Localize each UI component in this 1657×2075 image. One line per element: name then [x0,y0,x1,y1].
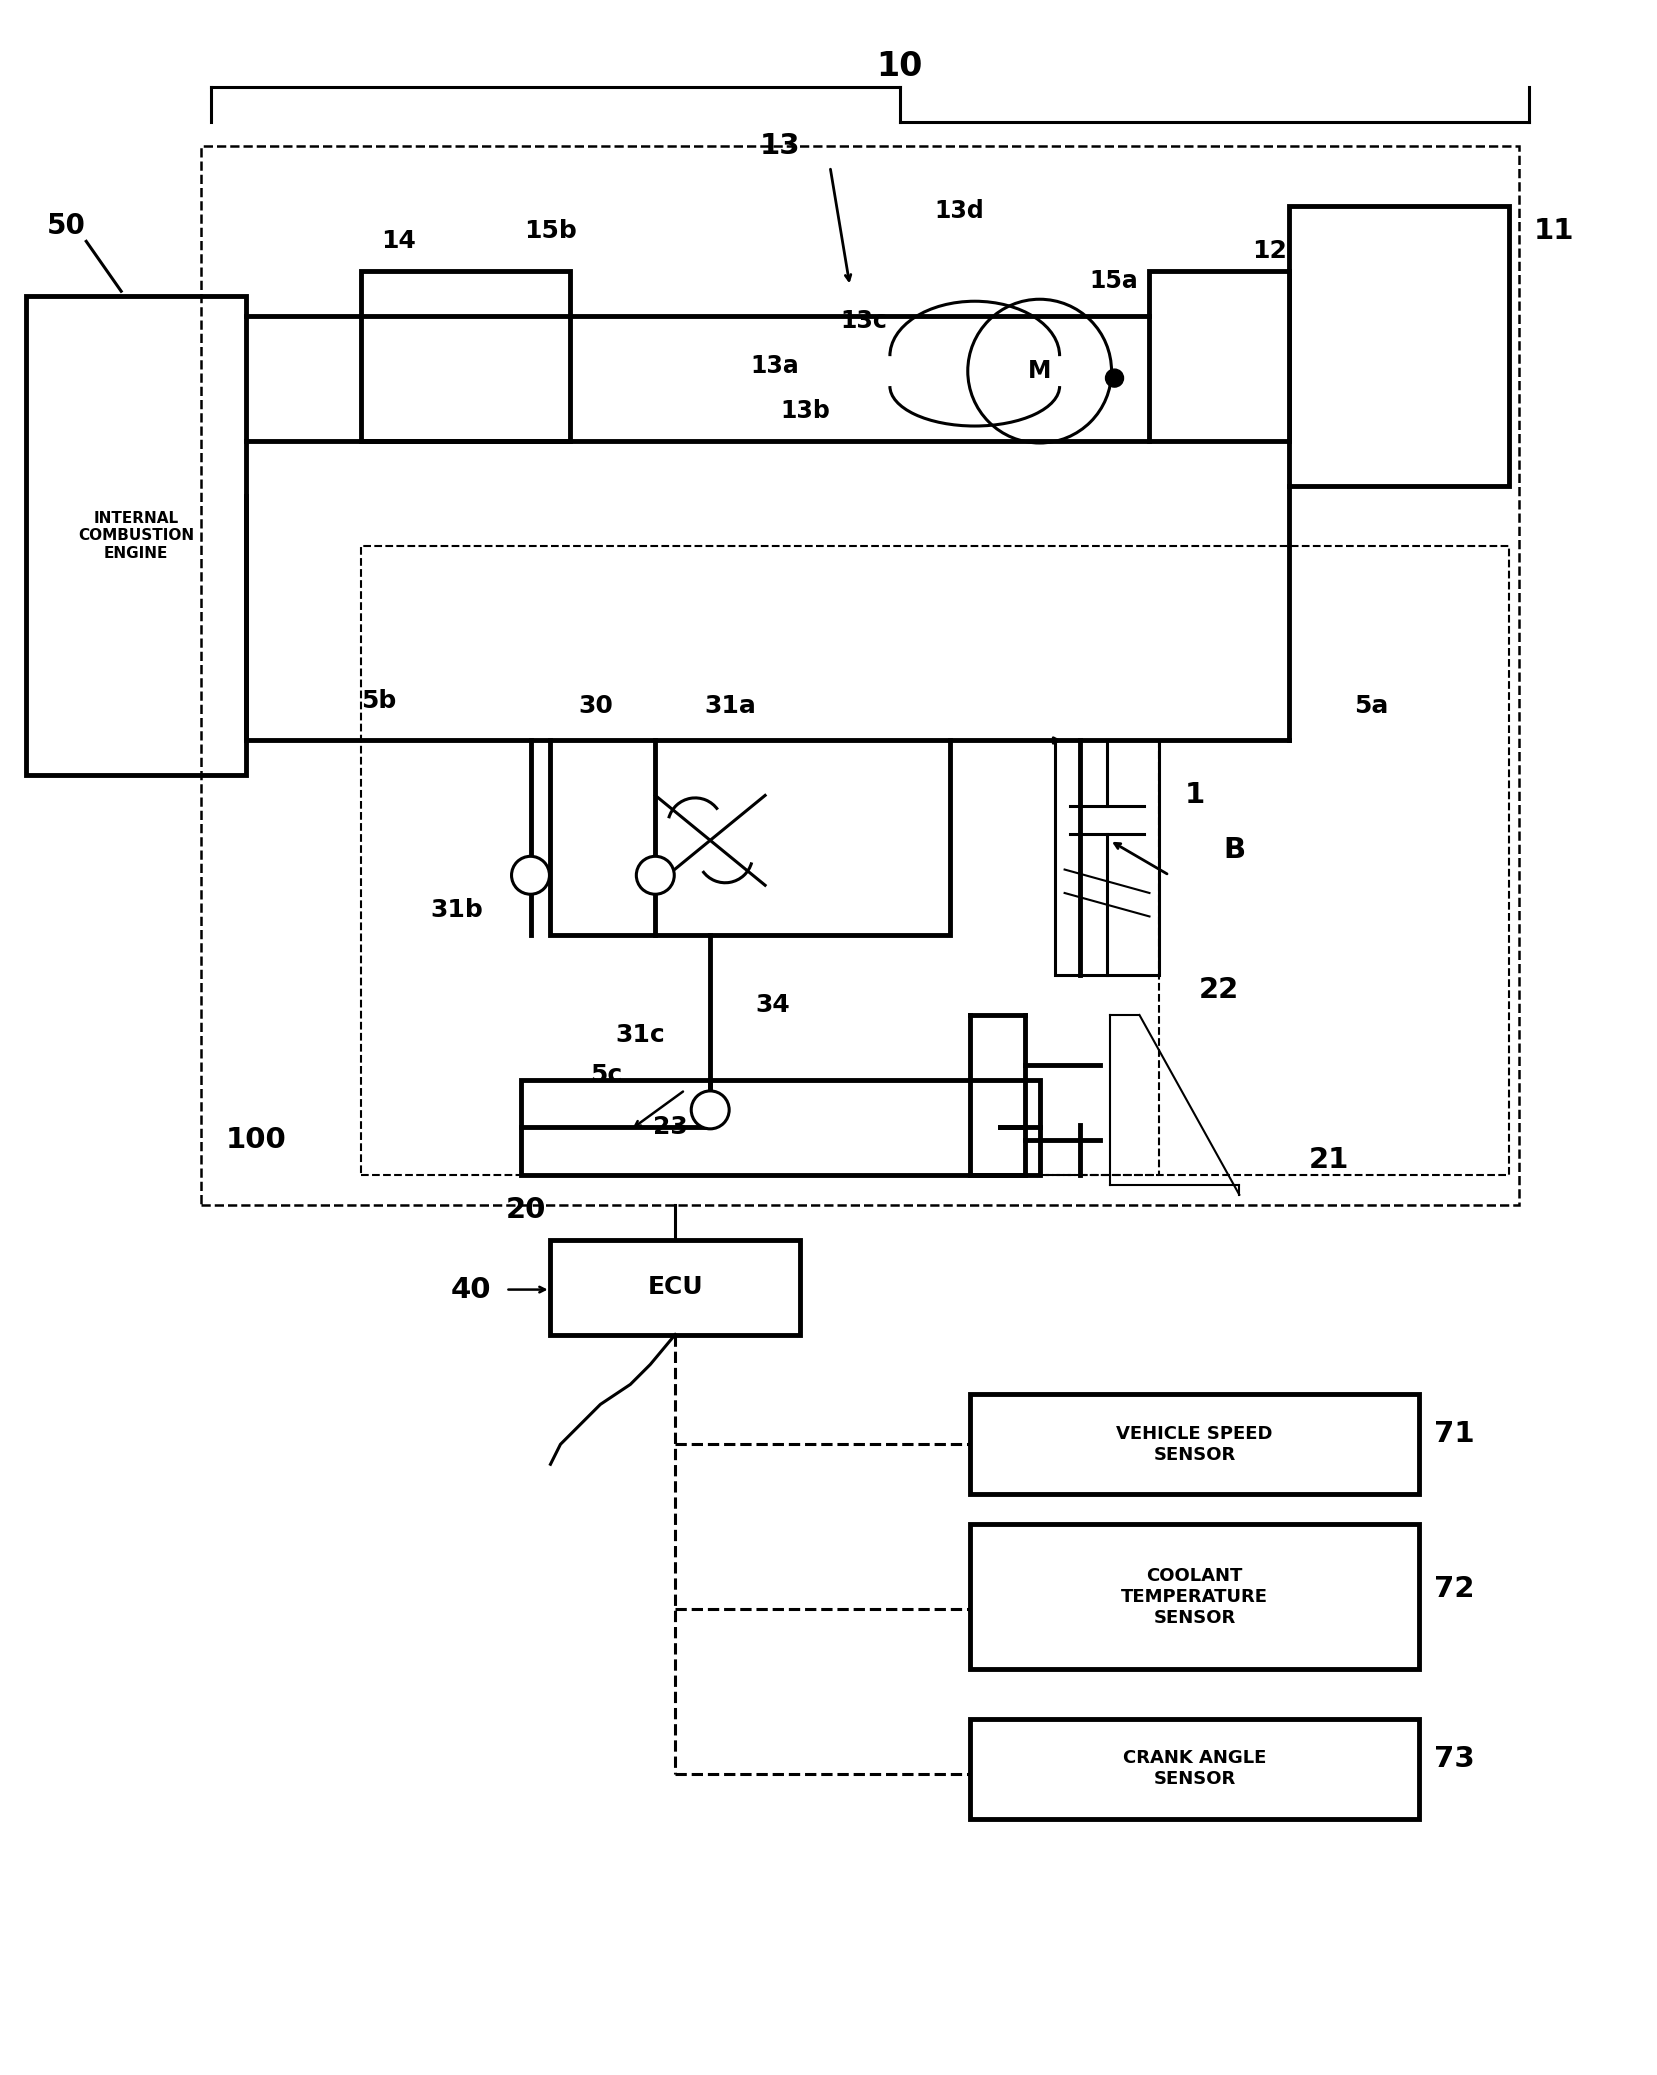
Text: 40: 40 [451,1276,490,1303]
Text: 15b: 15b [524,220,577,243]
Text: 31b: 31b [431,898,484,921]
Bar [200,147,1518,1206]
Text: 20: 20 [505,1195,545,1224]
Circle shape [512,857,548,894]
Circle shape [968,299,1110,442]
Text: 21: 21 [1307,1145,1349,1174]
Text: 31a: 31a [704,693,756,718]
Bar [969,1394,1418,1494]
Text: 15a: 15a [1089,270,1138,293]
Text: 100: 100 [225,1127,287,1154]
Text: 1: 1 [1183,782,1203,809]
Text: COOLANT
TEMPERATURE
SENSOR: COOLANT TEMPERATURE SENSOR [1120,1567,1268,1627]
Text: 13b: 13b [779,398,830,423]
Text: 72: 72 [1433,1575,1473,1604]
Text: 13d: 13d [935,199,984,224]
Bar [1289,205,1508,486]
Text: 23: 23 [653,1114,688,1139]
Text: 31c: 31c [615,1023,664,1048]
Bar [969,1718,1418,1818]
Bar [520,1079,1039,1174]
Text: 13: 13 [759,133,800,160]
Text: CRANK ANGLE
SENSOR: CRANK ANGLE SENSOR [1122,1749,1266,1789]
Text: 34: 34 [754,994,789,1017]
Bar [1054,741,1158,975]
Text: 12: 12 [1251,239,1286,264]
Bar [1148,272,1289,442]
Text: 5a: 5a [1354,693,1387,718]
Text: 11: 11 [1533,218,1574,245]
Bar [550,741,949,936]
Text: 13c: 13c [840,309,886,334]
Text: 50: 50 [46,212,85,241]
Bar [27,297,245,776]
Text: 71: 71 [1433,1419,1473,1448]
Text: 14: 14 [381,230,416,253]
Text: 30: 30 [578,693,613,718]
Text: 22: 22 [1198,975,1239,1004]
Text: M: M [1027,359,1051,384]
Bar [550,1239,800,1334]
Text: INTERNAL
COMBUSTION
ENGINE: INTERNAL COMBUSTION ENGINE [78,510,194,560]
Circle shape [1105,369,1123,388]
Circle shape [636,857,674,894]
Text: 5b: 5b [361,689,396,712]
Circle shape [691,1091,729,1129]
Bar [361,546,1508,1174]
Text: ECU: ECU [646,1274,703,1299]
Text: 13a: 13a [749,355,799,378]
Text: 73: 73 [1433,1745,1473,1772]
Text: 5c: 5c [590,1062,623,1087]
Text: B: B [1223,836,1244,865]
Text: 10: 10 [877,50,923,83]
Bar [361,272,570,442]
Text: VEHICLE SPEED
SENSOR: VEHICLE SPEED SENSOR [1115,1426,1273,1463]
Bar [969,1525,1418,1668]
